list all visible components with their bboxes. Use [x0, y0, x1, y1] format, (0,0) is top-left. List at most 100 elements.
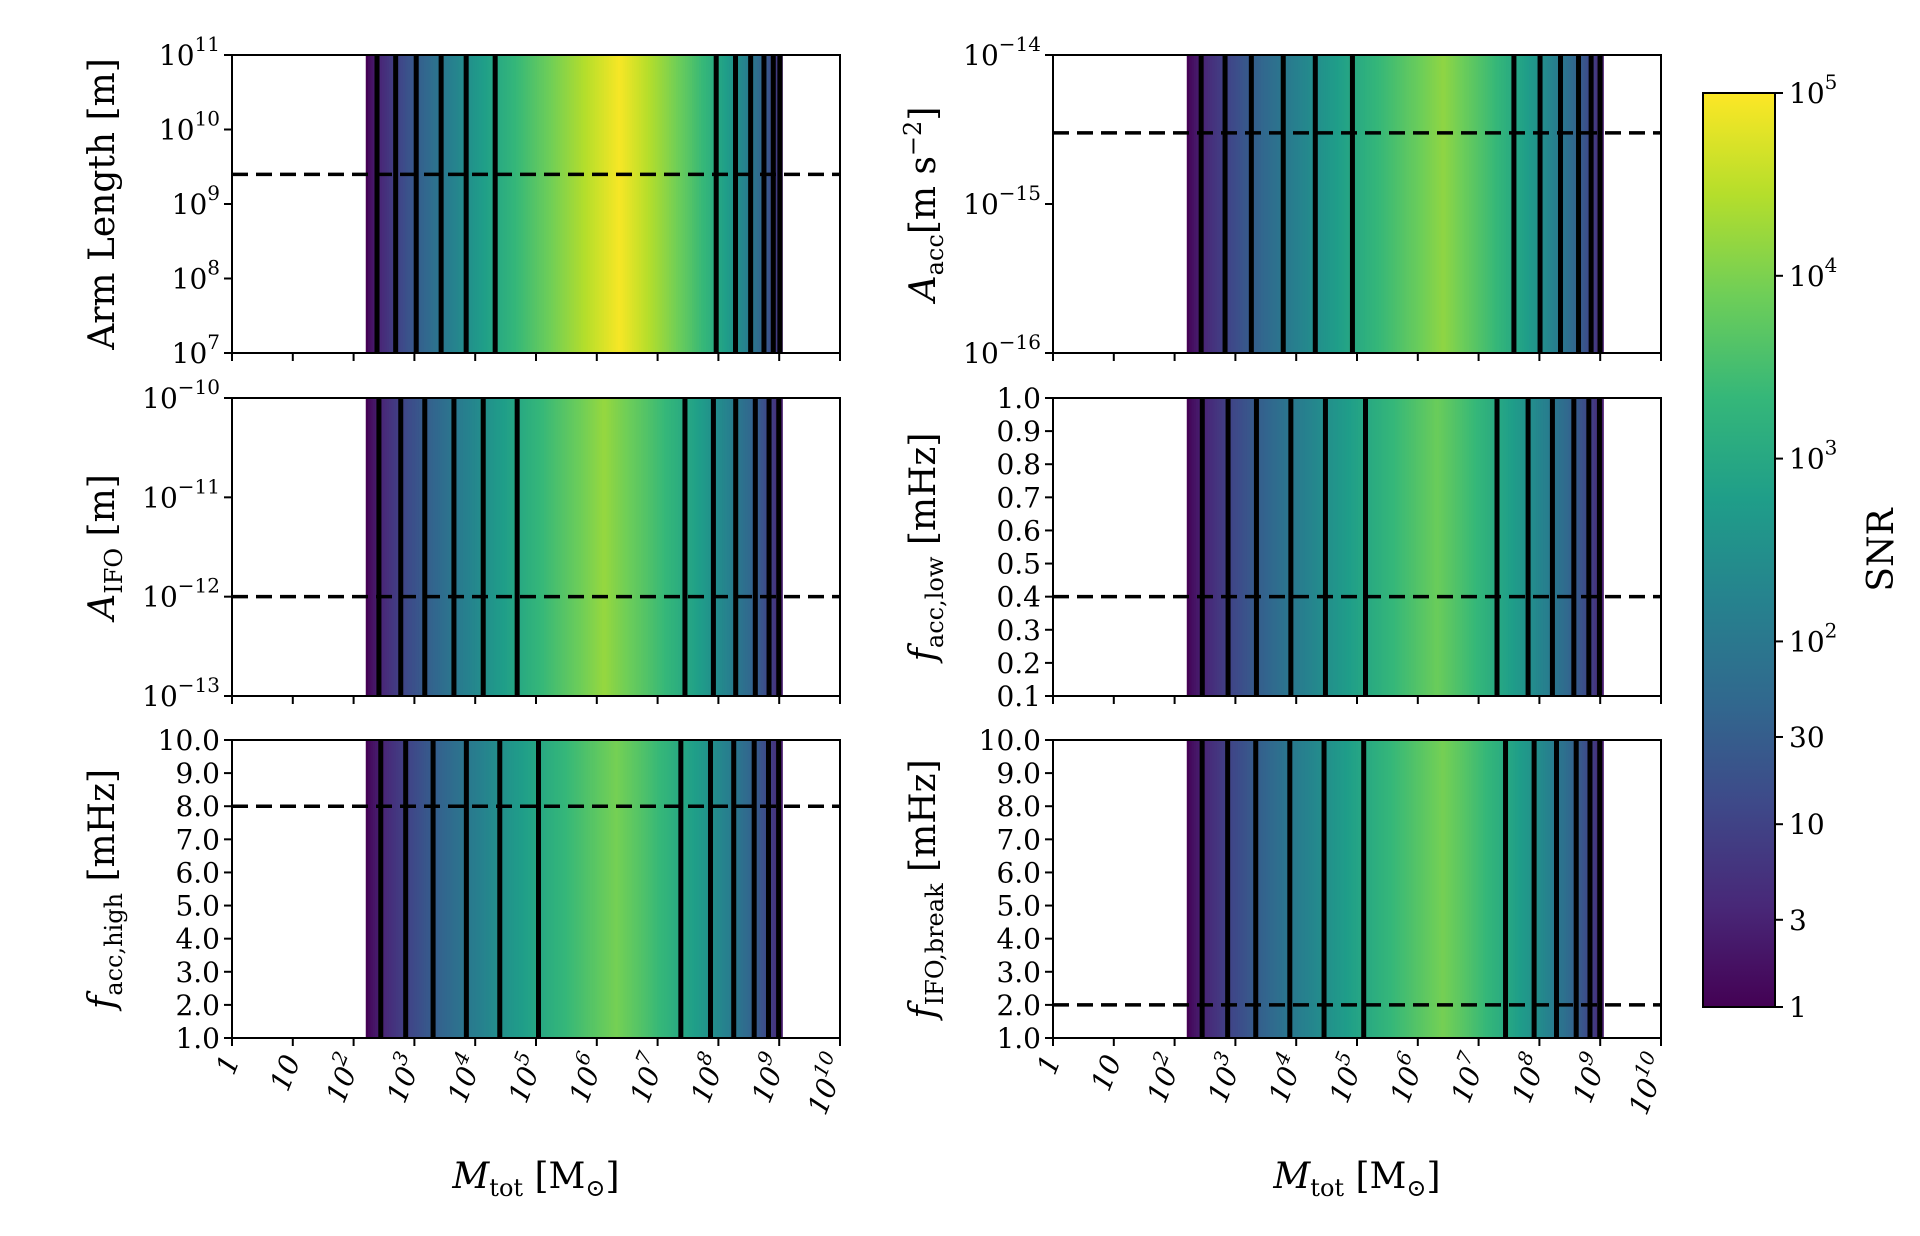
x-tick-label: 1010: [795, 1047, 855, 1119]
snr-cell: [592, 55, 596, 353]
snr-field: [365, 55, 783, 353]
snr-cell: [657, 55, 661, 353]
snr-cell: [1320, 398, 1324, 696]
snr-cell: [543, 398, 547, 696]
snr-cell: [578, 55, 582, 353]
snr-cell: [620, 740, 624, 1038]
snr-cell: [527, 55, 531, 353]
panel-a_acc: 10−16 10−15 10−14 Aacc[m s−2]: [899, 32, 1662, 370]
snr-cell: [675, 740, 679, 1038]
snr-cell: [636, 55, 640, 353]
snr-cell: [1457, 398, 1461, 696]
snr-cell: [458, 398, 462, 696]
snr-cell: [1404, 398, 1408, 696]
snr-cell: [525, 398, 529, 696]
snr-cell: [643, 740, 647, 1038]
snr-cell: [1503, 398, 1507, 696]
snr-cell: [1513, 740, 1516, 1038]
snr-cell: [555, 55, 559, 353]
snr-cell: [1582, 740, 1586, 1038]
snr-cell: [779, 398, 783, 696]
snr-cell: [766, 55, 769, 353]
snr-cell: [576, 740, 580, 1038]
snr-cell: [1517, 740, 1521, 1038]
snr-cell: [368, 740, 371, 1038]
snr-cell: [772, 740, 776, 1038]
snr-cell: [712, 740, 716, 1038]
snr-cell: [1545, 55, 1549, 353]
panel-f_acc_high: 1.02.03.04.05.06.07.08.09.010.0 1 10 102103…: [82, 724, 855, 1202]
snr-cell: [1482, 55, 1486, 353]
snr-cell: [731, 55, 735, 353]
snr-cell: [745, 55, 749, 353]
snr-cell: [583, 55, 587, 353]
y-tick-label: 10.0: [158, 724, 220, 757]
snr-cell: [1397, 55, 1401, 353]
snr-cell: [666, 398, 670, 696]
snr-cell: [1482, 740, 1486, 1038]
snr-cell: [1337, 55, 1341, 353]
snr-cell: [627, 55, 631, 353]
snr-field: [365, 740, 783, 1038]
snr-cell: [1489, 740, 1493, 1038]
snr-cell: [622, 55, 626, 353]
snr-cell: [629, 740, 633, 1038]
snr-cell: [1300, 740, 1304, 1038]
snr-cell: [1587, 55, 1590, 353]
snr-cell: [520, 55, 524, 353]
x-tick-label: 102: [1134, 1048, 1189, 1108]
snr-cell: [1401, 740, 1405, 1038]
snr-cell: [756, 398, 760, 696]
snr-cell: [541, 398, 545, 696]
snr-cell: [476, 740, 480, 1038]
snr-cell: [1406, 740, 1410, 1038]
snr-cell: [1556, 398, 1560, 696]
snr-cell: [1478, 740, 1482, 1038]
snr-cell: [1455, 740, 1459, 1038]
snr-cell: [1478, 398, 1482, 696]
snr-cell: [1237, 55, 1241, 353]
snr-cell: [520, 740, 524, 1038]
snr-cell: [1290, 740, 1294, 1038]
snr-cell: [641, 55, 645, 353]
snr-cell: [1552, 55, 1556, 353]
snr-cell: [1492, 398, 1496, 696]
snr-cell: [1522, 55, 1526, 353]
snr-cell: [696, 398, 700, 696]
snr-cell: [615, 740, 619, 1038]
snr-cell: [1311, 398, 1315, 696]
snr-cell: [652, 740, 656, 1038]
snr-cell: [1411, 740, 1415, 1038]
snr-cell: [1327, 740, 1331, 1038]
snr-cell: [1404, 55, 1408, 353]
snr-cell: [724, 398, 728, 696]
snr-cell: [1401, 398, 1405, 696]
snr-cell: [460, 398, 464, 696]
y-tick-label: 3.0: [996, 956, 1041, 989]
snr-field: [1186, 740, 1604, 1038]
snr-cell: [1272, 55, 1276, 353]
snr-cell: [1517, 55, 1521, 353]
snr-cell: [606, 55, 610, 353]
y-tick-label: 0.4: [996, 581, 1041, 614]
snr-cell: [1450, 55, 1454, 353]
snr-cell: [1196, 55, 1199, 353]
snr-cell: [592, 740, 596, 1038]
snr-cell: [1251, 398, 1255, 696]
y-axis-label: facc,low [mHz]: [903, 433, 949, 665]
snr-cell: [1344, 740, 1348, 1038]
snr-cell: [1374, 740, 1378, 1038]
y-tick-label: 10−14: [963, 32, 1041, 72]
snr-cell: [1566, 740, 1570, 1038]
snr-cell: [388, 398, 392, 696]
snr-cell: [1457, 740, 1461, 1038]
snr-cell: [587, 740, 591, 1038]
snr-cell: [708, 55, 712, 353]
snr-cell: [425, 55, 429, 353]
snr-cell: [432, 55, 436, 353]
snr-cell: [1543, 398, 1546, 696]
snr-cell: [738, 740, 742, 1038]
snr-cell: [1450, 398, 1454, 696]
snr-cell: [1566, 55, 1570, 353]
y-tick-label: 1011: [159, 32, 220, 72]
